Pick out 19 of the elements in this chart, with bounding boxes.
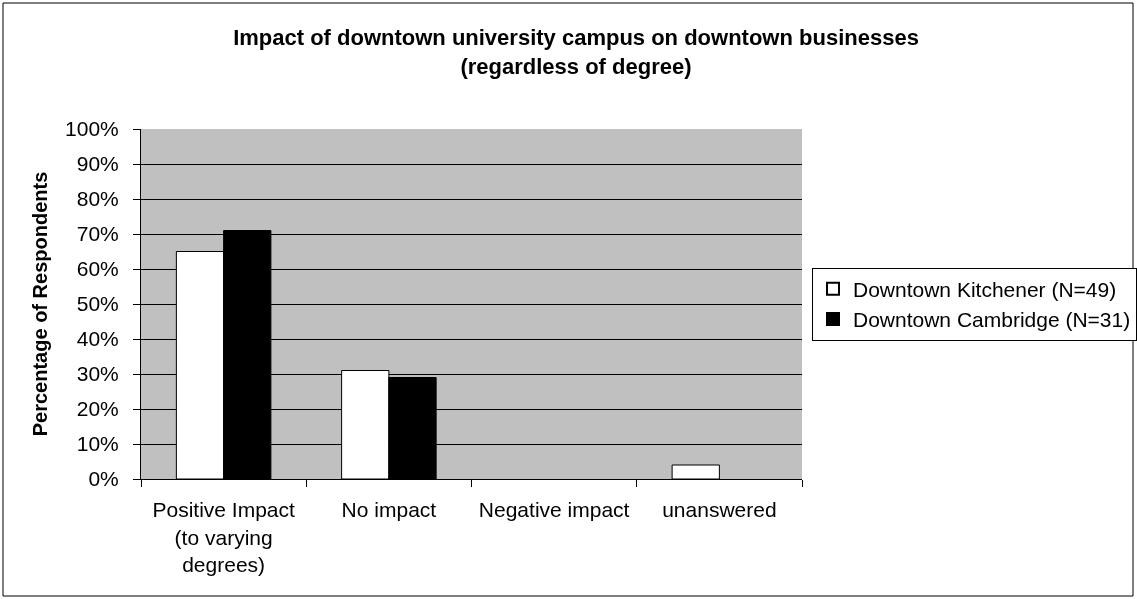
y-tick-label: 60% <box>76 257 119 281</box>
y-tick-label: 0% <box>88 467 119 491</box>
x-tick-label: Negative impact <box>478 498 630 522</box>
x-tick-label: No impact <box>341 498 437 522</box>
x-tick-label: Positive Impact (to varying degrees) <box>152 498 295 576</box>
x-tick-label: unanswered <box>662 498 777 522</box>
y-tick-label: 40% <box>76 327 119 351</box>
y-tick-label: 80% <box>76 187 119 211</box>
y-axis-title: Percentage of Respondents <box>28 171 51 437</box>
chart-title: Impact of downtown university campus on downtown businesses (regardless of degree) <box>233 25 919 79</box>
legend-label: Downtown Cambridge (N=31) <box>853 308 1131 332</box>
y-tick-label: 100% <box>65 117 119 141</box>
y-tick-label: 70% <box>76 222 119 246</box>
y-tick-label: 90% <box>76 152 119 176</box>
y-tick-label: 30% <box>76 362 119 386</box>
y-tick-label: 20% <box>76 397 119 421</box>
y-tick-label: 50% <box>76 292 119 316</box>
legend-label: Downtown Kitchener (N=49) <box>853 277 1117 301</box>
y-tick-label: 10% <box>76 432 119 456</box>
